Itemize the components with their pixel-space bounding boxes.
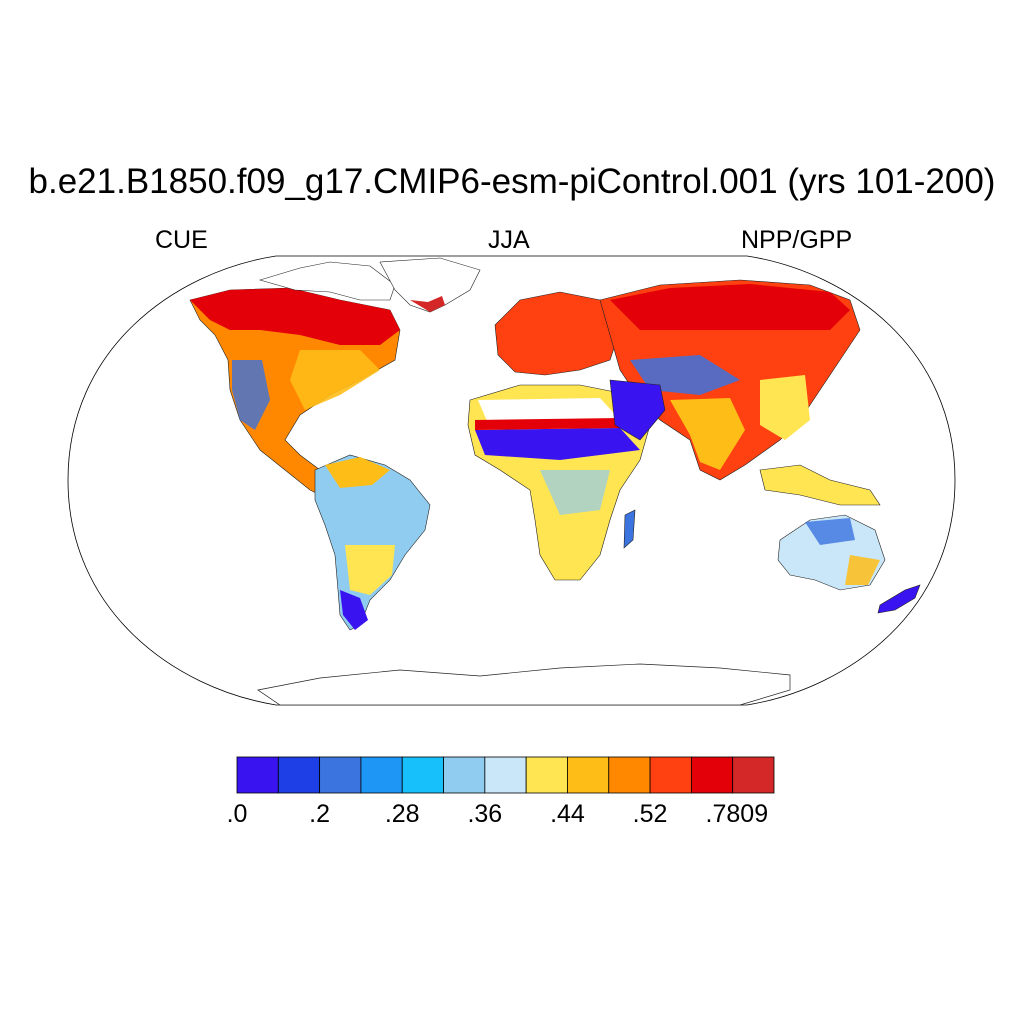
australia-east (845, 555, 880, 585)
colorbar-box (608, 756, 651, 794)
colorbar-box (690, 756, 734, 794)
colorbar-label: .36 (467, 800, 503, 828)
colorbar-box (732, 756, 775, 794)
australia-north (805, 518, 855, 545)
colorbar-box (443, 756, 486, 794)
map-title: b.e21.B1850.f09_g17.CMIP6-esm-piControl.… (28, 162, 996, 201)
colorbar-box (360, 756, 403, 794)
east-asia (760, 375, 810, 440)
tropical-africa (540, 470, 610, 515)
sahel-red (475, 418, 620, 430)
colorbar-label: .7809 (705, 800, 769, 828)
colorbar-box (484, 756, 527, 794)
colorbar-label: .52 (632, 800, 668, 828)
center-label: JJA (488, 226, 530, 254)
colorbar-box (649, 756, 692, 794)
north-america-east (290, 350, 380, 410)
colorbar-box (567, 756, 610, 794)
colorbar-box (236, 756, 279, 794)
north-america-west (232, 360, 270, 430)
greenland-margin (410, 296, 445, 312)
colorbar-label: .0 (226, 800, 248, 828)
maritime-southeast-asia (759, 464, 881, 506)
south-america (314, 454, 431, 631)
new-zealand (877, 584, 921, 614)
europe (494, 291, 621, 376)
colorbar-box (401, 756, 444, 794)
left-label: CUE (155, 226, 208, 254)
colorbar-label: .44 (550, 800, 585, 828)
colorbar-box (277, 756, 321, 794)
eurasia-boreal (610, 284, 850, 330)
madagascar (623, 509, 636, 549)
amazon-north (325, 457, 390, 488)
antarctica (257, 663, 791, 706)
colorbar-label: .2 (309, 800, 331, 828)
colorbar-box (525, 756, 568, 794)
colorbar-box (319, 756, 362, 794)
right-label: NPP/GPP (741, 226, 853, 254)
sahara-sahel (475, 428, 640, 460)
patagonia (340, 590, 368, 630)
north-america-boreal (190, 288, 400, 345)
south-america-south (345, 545, 395, 595)
south-asia (670, 398, 745, 470)
arabia (609, 379, 666, 441)
arctic-islands (258, 261, 396, 301)
colorbar-label: .28 (384, 800, 420, 828)
